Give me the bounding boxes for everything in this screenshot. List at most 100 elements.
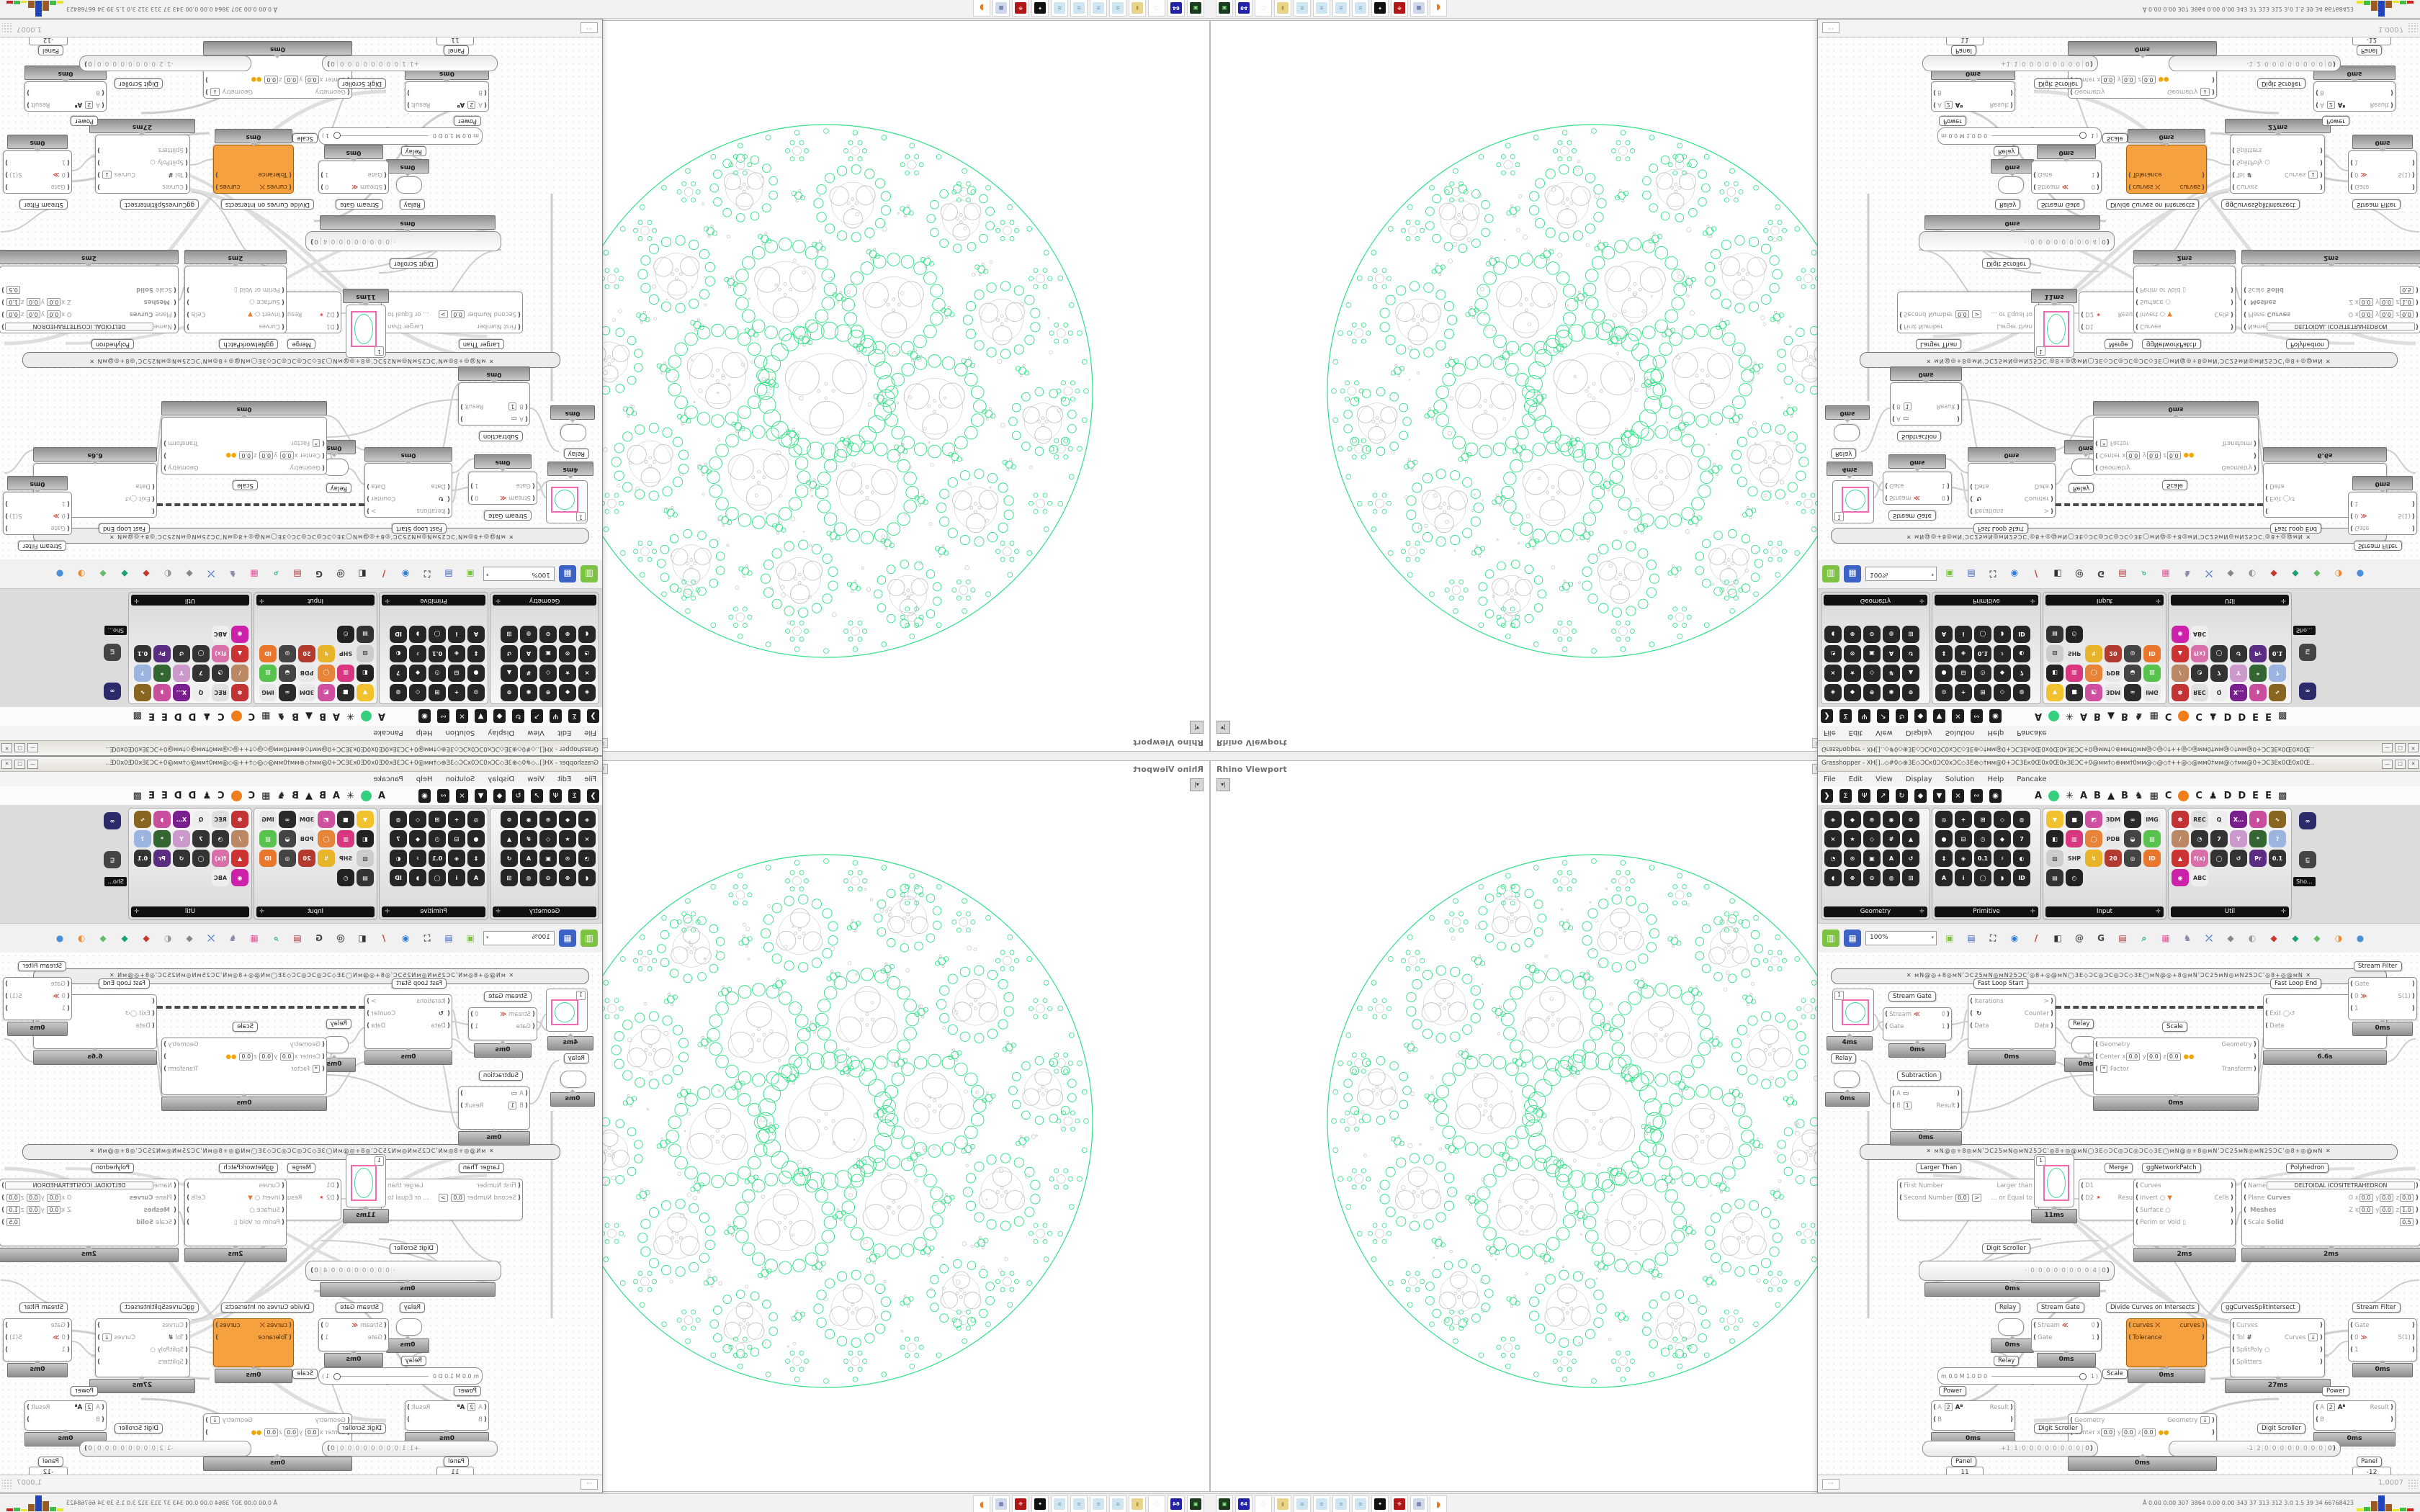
toolbar-icon[interactable]: ◆ [99, 933, 107, 943]
component-icon[interactable]: ◧ [2046, 830, 2063, 847]
file-tab-icon[interactable] [2048, 711, 2060, 722]
file-tab[interactable]: B [292, 711, 300, 722]
component-icon[interactable]: i [448, 626, 465, 643]
component-node[interactable]: (Curves)(Invert ○ ▼ Cells)(Surface ○)(Peri… [184, 1179, 287, 1246]
component-icon[interactable]: A [520, 850, 537, 867]
component-icon[interactable]: ♯ [409, 850, 426, 867]
component-icon[interactable]: ↯ [2085, 850, 2102, 867]
component-icon[interactable]: ◴ [337, 626, 354, 643]
component-icon[interactable]: ◒ [279, 665, 296, 682]
geometry-preview-node[interactable]: 1 [346, 1154, 386, 1207]
component-icon[interactable]: ▲ [1902, 665, 1919, 682]
component-icon[interactable]: ★ [559, 830, 576, 847]
file-tab[interactable]: A [2035, 711, 2043, 722]
group-label-bar[interactable]: ✕ мN@◎+8◎мNʹƆC25мN◎мN25ƆCʹ◎8+◎@мN◯3E◇ƆC◎… [1831, 968, 2387, 984]
component-icon[interactable]: ◎ [467, 811, 485, 828]
extra-component-icon[interactable]: ⊑ [2299, 851, 2316, 868]
component-icon[interactable]: 7 [2013, 830, 2030, 847]
component-icon[interactable]: ◆ [1994, 665, 2011, 682]
component-icon[interactable]: ◉ [1883, 811, 1900, 828]
file-tab[interactable]: ▩ [2277, 711, 2287, 722]
component-icon[interactable]: ▨ [2046, 645, 2063, 662]
component-node[interactable]: (A ▭)(B 1 Result) [458, 1086, 530, 1130]
component-icon[interactable]: ◆ [1844, 684, 1861, 701]
file-tab[interactable]: D [2238, 790, 2246, 801]
geometry-preview-node[interactable]: 1 [2034, 305, 2074, 358]
file-tab[interactable]: A [332, 790, 341, 801]
digit-scroller-node[interactable]: -1 | 2 | 0 | 0 | 0 | 0 | 0 | 0 | 0 | 0 0) [79, 1441, 251, 1457]
component-icon[interactable]: ◔ [212, 665, 229, 682]
component-icon[interactable]: ◗ [1994, 869, 2011, 886]
component-icon[interactable]: ◧ [357, 665, 374, 682]
resize-grip-icon[interactable] [2, 23, 12, 33]
component-icon[interactable]: Y [2230, 665, 2247, 682]
component-icon[interactable]: × [578, 665, 596, 682]
toolbar-icon[interactable]: ♞ [2183, 933, 2192, 943]
new-document-icon[interactable]: ▥ [581, 565, 598, 582]
zoom-select[interactable]: ▾ 100% [1865, 931, 1937, 945]
panel-node[interactable]: 11 [1946, 37, 1984, 45]
component-icon[interactable]: ⊟ [1955, 830, 1972, 847]
relay-node[interactable] [1998, 1318, 2024, 1336]
window-button[interactable]: — [2382, 743, 2393, 752]
component-icon[interactable]: ∿ [134, 684, 151, 701]
file-tab[interactable]: A [377, 790, 385, 801]
component-icon[interactable]: 0.1 [134, 645, 151, 662]
component-icon[interactable]: ◐ [390, 645, 407, 662]
menu-item-edit[interactable]: Edit [557, 775, 572, 783]
file-tab[interactable]: E [148, 711, 155, 722]
component-icon[interactable]: ◍ [390, 811, 407, 828]
toolbar-icon[interactable]: ◆ [121, 933, 128, 943]
file-tab[interactable]: ▲ [2107, 790, 2115, 801]
save-icon[interactable]: ▦ [559, 565, 576, 582]
toolbar-icon[interactable]: ● [55, 569, 64, 579]
viewport-dropdown-button[interactable]: ▾| [1190, 721, 1204, 734]
component-icon[interactable]: ◴ [2066, 626, 2083, 643]
component-icon[interactable]: 0.1 [1974, 645, 1991, 662]
component-node[interactable]: (A 2 Aᴮ Result)(B) [1931, 81, 2015, 112]
component-icon[interactable]: ◆ [409, 665, 426, 682]
file-tab[interactable]: E [2252, 790, 2259, 801]
component-node[interactable]: (Gate)(0 ≫ S(1))(1) [2348, 977, 2417, 1020]
component-icon[interactable]: ⊞ [1902, 869, 1919, 886]
component-icon[interactable]: ■ [337, 684, 354, 701]
relay-node[interactable] [560, 1071, 586, 1088]
toolbar-tab-icon[interactable]: Σ [1839, 788, 1852, 803]
polyhedron-node[interactable]: (Name DELTOIDAL ICOSITETRAHEDRON)(Plane Cu… [2241, 1179, 2420, 1246]
save-icon[interactable]: ▦ [1844, 930, 1861, 947]
component-icon[interactable]: ◈ [578, 811, 596, 828]
extra-component-icon[interactable]: ⊑ [104, 644, 121, 661]
component-icon[interactable]: ∞ [2124, 684, 2141, 701]
taskbar-icon-calc[interactable]: ▦ [992, 0, 1010, 17]
toolbar-icon[interactable]: ▤ [1967, 933, 1976, 943]
toolbar-icon[interactable]: ◆ [2313, 569, 2321, 579]
toolbar-icon[interactable]: ◆ [2292, 569, 2299, 579]
zoom-select[interactable]: ▾ 100% [1865, 567, 1937, 581]
component-icon[interactable]: ◩ [2085, 811, 2102, 828]
toolbar-icon[interactable]: / [382, 569, 386, 579]
toolbar-icon[interactable]: @ [2075, 933, 2084, 943]
group-label-bar[interactable]: ✕ мN@◎+8◎мNʹƆC25мN◎мN25ƆCʹ◎8+◎@мN◯3E◇ƆC◎… [1860, 1144, 2398, 1160]
component-icon[interactable]: ▼ [357, 684, 374, 701]
toolbar-icon[interactable]: ◐ [163, 933, 172, 943]
component-icon[interactable]: ▧ [259, 830, 277, 847]
component-icon[interactable]: ◗ [409, 626, 426, 643]
component-icon[interactable]: ⊕ [1863, 684, 1881, 701]
component-icon[interactable]: ↯ [318, 645, 335, 662]
component-icon[interactable]: ◗ [2249, 811, 2267, 828]
component-node[interactable]: (Iterations >)(↻ Counter)(Data Data) [364, 994, 452, 1049]
palette-group-label[interactable]: Geometry ✛ [1824, 906, 1927, 917]
menu-item-display[interactable]: Display [488, 729, 515, 737]
component-icon[interactable]: ∿ [2269, 811, 2286, 828]
component-icon[interactable]: 3DM [2105, 811, 2122, 828]
digit-scroller-node[interactable]: · | 0 | 0 | 0 | 0 | 0 | 0 | 0 | 0 | 4 0) [1919, 231, 2115, 251]
component-icon[interactable]: ⊖ [1863, 626, 1881, 643]
save-icon[interactable]: ▦ [559, 930, 576, 947]
toolbar-icon[interactable]: ⛶ [1989, 932, 1996, 943]
toolbar-tab-icon[interactable]: ↻ [1896, 709, 1908, 724]
component-icon[interactable]: i [1955, 869, 1972, 886]
file-tab[interactable]: E [148, 790, 155, 801]
component-icon[interactable]: ▼ [2046, 684, 2063, 701]
